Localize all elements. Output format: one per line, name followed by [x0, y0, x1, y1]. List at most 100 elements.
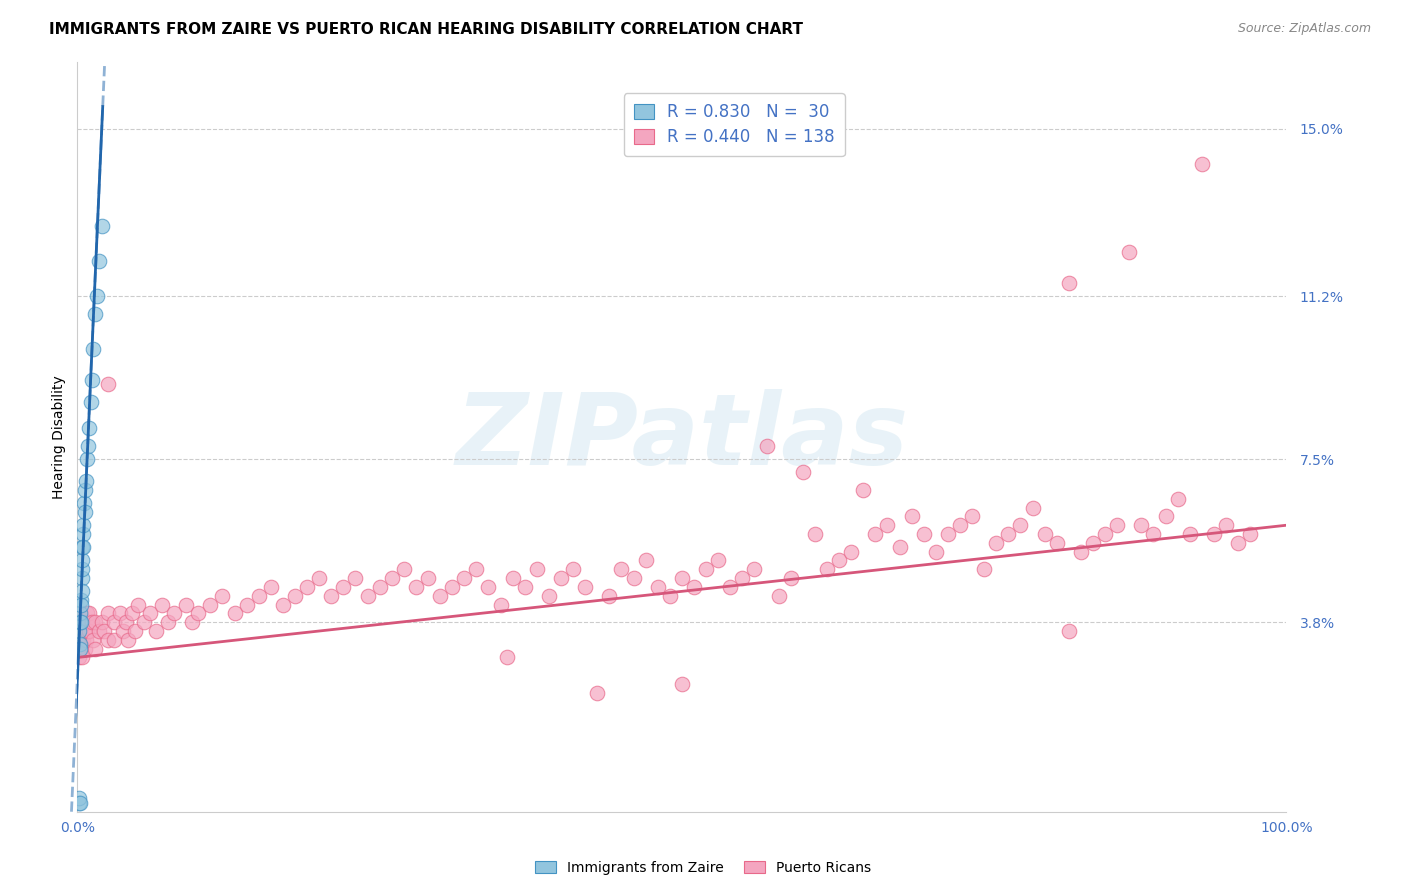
Point	[1107, 518, 1129, 533]
Point	[634, 553, 657, 567]
Point	[562, 562, 585, 576]
Point	[69, 641, 91, 656]
Point	[67, 615, 90, 630]
Point	[586, 686, 609, 700]
Point	[405, 580, 427, 594]
Point	[84, 307, 107, 321]
Point	[72, 632, 94, 647]
Point	[69, 641, 91, 656]
Point	[477, 580, 499, 594]
Point	[368, 580, 391, 594]
Point	[779, 571, 801, 585]
Point	[707, 553, 730, 567]
Point	[489, 598, 512, 612]
Point	[1142, 527, 1164, 541]
Point	[658, 589, 681, 603]
Point	[70, 607, 93, 621]
Point	[70, 641, 93, 656]
Point	[73, 505, 96, 519]
Point	[284, 589, 307, 603]
Point	[260, 580, 283, 594]
Point	[145, 624, 167, 638]
Point	[69, 632, 91, 647]
Point	[69, 615, 91, 630]
Point	[187, 607, 209, 621]
Point	[73, 496, 96, 510]
Point	[695, 562, 717, 576]
Point	[121, 607, 143, 621]
Point	[150, 598, 173, 612]
Point	[77, 615, 100, 630]
Point	[1033, 527, 1056, 541]
Point	[321, 589, 343, 603]
Point	[76, 452, 98, 467]
Point	[73, 624, 96, 638]
Point	[174, 598, 197, 612]
Point	[683, 580, 706, 594]
Point	[84, 641, 107, 656]
Point	[75, 632, 97, 647]
Point	[356, 589, 378, 603]
Point	[139, 607, 162, 621]
Point	[79, 421, 101, 435]
Point	[900, 509, 922, 524]
Point	[103, 632, 125, 647]
Point	[86, 289, 108, 303]
Point	[1202, 527, 1225, 541]
Text: IMMIGRANTS FROM ZAIRE VS PUERTO RICAN HEARING DISABILITY CORRELATION CHART: IMMIGRANTS FROM ZAIRE VS PUERTO RICAN HE…	[49, 22, 803, 37]
Point	[513, 580, 536, 594]
Point	[73, 483, 96, 497]
Point	[623, 571, 645, 585]
Point	[67, 796, 90, 810]
Point	[495, 650, 517, 665]
Point	[70, 584, 93, 599]
Point	[1227, 536, 1250, 550]
Point	[70, 615, 93, 630]
Point	[90, 615, 112, 630]
Point	[550, 571, 572, 585]
Point	[72, 615, 94, 630]
Point	[828, 553, 851, 567]
Legend: Immigrants from Zaire, Puerto Ricans: Immigrants from Zaire, Puerto Ricans	[529, 855, 877, 880]
Point	[647, 580, 669, 594]
Y-axis label: Hearing Disability: Hearing Disability	[52, 376, 66, 499]
Point	[75, 615, 97, 630]
Point	[731, 571, 754, 585]
Point	[1057, 624, 1080, 638]
Point	[671, 677, 693, 691]
Point	[72, 518, 94, 533]
Point	[1070, 544, 1092, 558]
Point	[1010, 518, 1032, 533]
Point	[200, 598, 222, 612]
Point	[1046, 536, 1069, 550]
Point	[132, 615, 155, 630]
Point	[211, 589, 233, 603]
Point	[93, 624, 115, 638]
Point	[610, 562, 633, 576]
Point	[960, 509, 983, 524]
Point	[973, 562, 995, 576]
Point	[76, 624, 98, 638]
Point	[77, 439, 100, 453]
Point	[1191, 157, 1213, 171]
Point	[70, 593, 93, 607]
Point	[82, 342, 104, 356]
Text: Source: ZipAtlas.com: Source: ZipAtlas.com	[1237, 22, 1371, 36]
Point	[87, 253, 110, 268]
Point	[67, 628, 90, 642]
Point	[502, 571, 524, 585]
Point	[69, 796, 91, 810]
Point	[72, 541, 94, 555]
Point	[1178, 527, 1201, 541]
Point	[76, 607, 98, 621]
Point	[718, 580, 741, 594]
Point	[112, 624, 135, 638]
Point	[80, 615, 103, 630]
Point	[755, 439, 778, 453]
Point	[1118, 244, 1140, 259]
Point	[416, 571, 439, 585]
Point	[70, 650, 93, 665]
Point	[67, 650, 90, 665]
Point	[80, 373, 103, 387]
Point	[75, 474, 97, 488]
